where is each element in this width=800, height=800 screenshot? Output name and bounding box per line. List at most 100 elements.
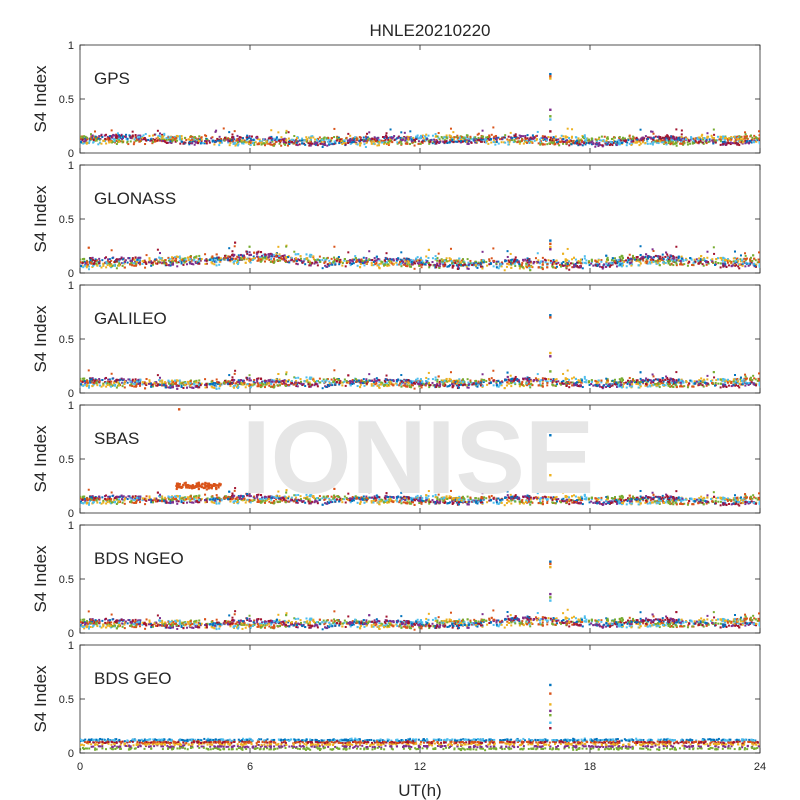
data-point [353, 138, 356, 141]
data-point [427, 134, 430, 137]
data-point [95, 139, 98, 142]
data-point [680, 140, 683, 143]
data-point [463, 137, 466, 140]
data-point [535, 139, 538, 142]
data-point [460, 140, 463, 143]
data-point [356, 260, 359, 263]
data-point [236, 380, 239, 383]
data-point [635, 259, 638, 262]
data-point [743, 257, 746, 260]
data-point [350, 383, 353, 386]
data-point [143, 259, 146, 262]
data-point [516, 137, 519, 140]
data-point [570, 139, 573, 142]
data-point [436, 141, 439, 144]
data-point [261, 384, 264, 387]
data-point [314, 143, 317, 146]
data-point [169, 138, 172, 141]
data-point [372, 260, 375, 263]
data-point [412, 138, 415, 141]
data-point [435, 142, 438, 145]
data-point [361, 262, 364, 265]
data-point [167, 264, 170, 267]
data-point [295, 143, 298, 146]
data-point [507, 135, 510, 138]
data-point [312, 258, 315, 261]
data-point [625, 140, 628, 143]
data-point [570, 381, 573, 384]
data-point [94, 135, 97, 138]
data-point [429, 384, 432, 387]
data-point [189, 262, 192, 265]
data-point [144, 143, 147, 146]
data-point [621, 263, 624, 266]
data-point [417, 137, 420, 140]
data-point [141, 135, 144, 138]
data-point [366, 136, 369, 139]
data-point [581, 134, 584, 137]
data-point [182, 263, 185, 266]
data-point [137, 138, 140, 141]
data-point [514, 137, 517, 140]
data-point [616, 261, 619, 264]
data-point [587, 260, 590, 263]
data-point [416, 134, 419, 137]
data-point [347, 260, 350, 263]
data-point [220, 141, 223, 144]
data-point [88, 268, 91, 271]
data-point [637, 259, 640, 262]
data-point [719, 266, 722, 269]
data-point [683, 137, 686, 140]
data-point [742, 261, 745, 264]
data-point [137, 256, 140, 259]
data-point [736, 143, 739, 146]
data-point [425, 260, 428, 263]
data-point [80, 137, 82, 140]
data-point [573, 264, 576, 267]
data-point [121, 258, 124, 261]
data-point [380, 141, 383, 144]
data-point [261, 254, 264, 257]
data-point [309, 138, 312, 141]
data-point [526, 141, 529, 144]
data-point [245, 141, 248, 144]
data-point [236, 138, 239, 141]
data-point [457, 262, 460, 265]
data-point [518, 137, 521, 140]
data-point [329, 142, 332, 145]
data-point [278, 255, 281, 258]
data-point [208, 139, 211, 142]
data-point [474, 260, 477, 263]
data-point [395, 261, 398, 264]
data-point [131, 134, 134, 137]
data-point [277, 131, 280, 134]
data-point [279, 259, 282, 262]
data-point [314, 259, 317, 262]
data-point [740, 135, 743, 138]
data-point [156, 262, 159, 265]
data-point [552, 259, 555, 262]
data-point [83, 141, 86, 144]
data-point [559, 140, 562, 143]
data-point [305, 136, 308, 139]
data-point [343, 139, 346, 142]
data-point [305, 258, 308, 261]
data-point [660, 141, 663, 144]
data-point [149, 139, 152, 142]
data-point [156, 248, 159, 251]
data-point [524, 258, 527, 261]
data-point [349, 142, 352, 145]
data-point [147, 138, 150, 141]
data-point [661, 139, 664, 142]
data-point [365, 261, 368, 264]
data-point [655, 262, 658, 265]
data-point [733, 140, 736, 143]
data-point [444, 136, 447, 139]
data-point [406, 263, 409, 266]
data-point [658, 257, 661, 260]
data-point [510, 259, 513, 262]
data-point [231, 136, 234, 139]
data-point [605, 254, 608, 257]
data-point [135, 138, 138, 141]
